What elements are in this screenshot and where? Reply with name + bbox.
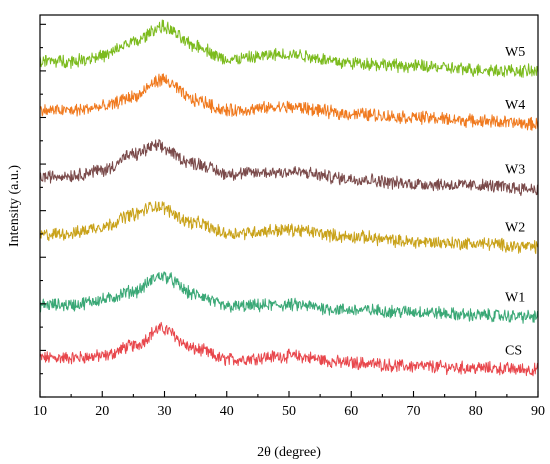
series-label-w2: W2 (505, 221, 525, 236)
y-ticks (40, 23, 46, 398)
x-tick-label: 70 (407, 404, 421, 419)
series-line-w1 (39, 271, 539, 324)
series-label-w1: W1 (505, 291, 525, 306)
x-tick-label: 60 (344, 404, 358, 419)
series-layer (39, 19, 539, 377)
x-ticks: 10 20 30 40 50 60 70 80 90 (33, 391, 545, 419)
series-line-cs (39, 321, 539, 377)
series-label-layer: CS W1 W2 W3 W4 W5 (505, 45, 525, 358)
series-label-w3: W3 (505, 163, 525, 178)
series-label-cs: CS (505, 343, 522, 358)
x-axis-title: 2θ (degree) (257, 445, 321, 460)
series-label-w5: W5 (505, 45, 525, 60)
series-line-w4 (39, 73, 539, 131)
x-tick-label: 90 (531, 404, 545, 419)
x-tick-label: 50 (282, 404, 296, 419)
series-line-w2 (39, 201, 539, 255)
series-line-w5 (39, 19, 539, 78)
x-tick-label: 30 (158, 404, 172, 419)
y-axis-title: Intensity (a.u.) (7, 165, 22, 247)
x-tick-label: 40 (220, 404, 234, 419)
series-label-w4: W4 (505, 98, 525, 113)
series-line-w3 (39, 139, 539, 197)
x-tick-label: 80 (469, 404, 483, 419)
x-tick-label: 10 (33, 404, 47, 419)
x-tick-label: 20 (95, 404, 109, 419)
